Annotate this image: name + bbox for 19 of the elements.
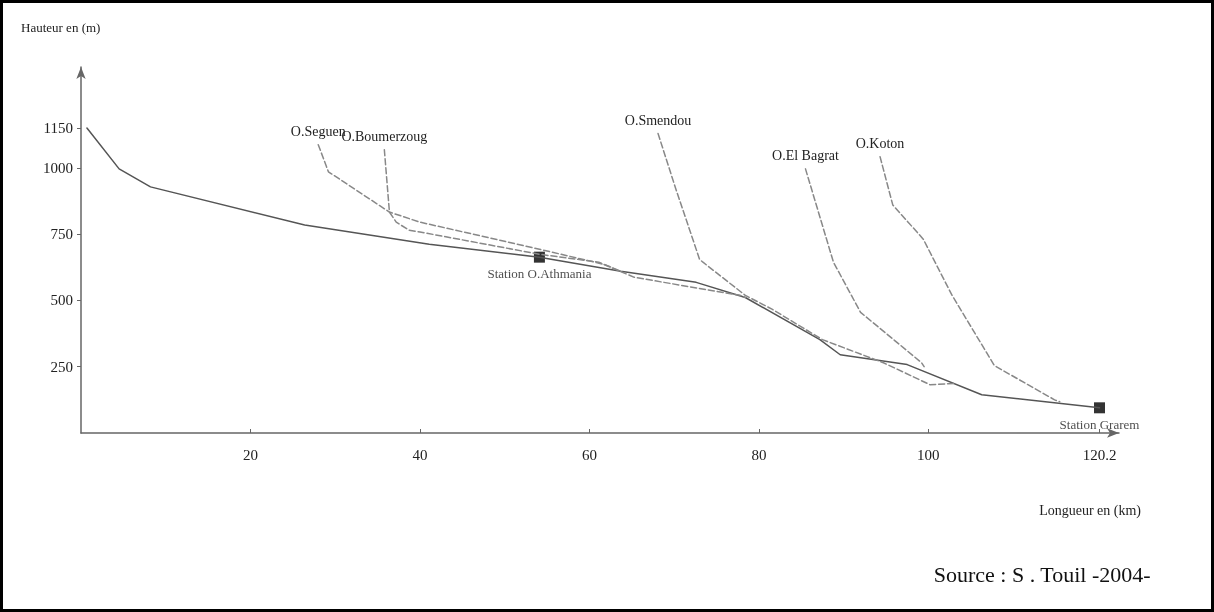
y-tick-label: 250 bbox=[50, 358, 73, 375]
series-label: O.Koton bbox=[855, 136, 905, 152]
y-tick-label: 500 bbox=[50, 292, 73, 309]
source-note: Source : S . Touil -2004- bbox=[933, 561, 1151, 587]
y-tick-label: 750 bbox=[50, 226, 73, 243]
x-tick-label: 120.2 bbox=[1082, 446, 1117, 463]
annotation: Station Grarem bbox=[1059, 416, 1140, 432]
x-tick-label: 20 bbox=[242, 446, 258, 463]
series-label: O.Smendou bbox=[624, 113, 692, 129]
x-tick-label: 80 bbox=[751, 446, 767, 463]
x-tick-label: 40 bbox=[412, 446, 428, 463]
x-tick-label: 60 bbox=[581, 446, 597, 463]
y-axis-title: Hauteur en (m) bbox=[21, 20, 101, 35]
series-label: O.El Bagrat bbox=[772, 148, 840, 164]
x-axis-title: Longueur en (km) bbox=[1039, 502, 1142, 519]
annotation: Station O.Athmania bbox=[487, 266, 592, 282]
y-tick-label: 1150 bbox=[43, 120, 73, 136]
x-tick-label: 100 bbox=[917, 446, 940, 463]
y-tick-label: 1000 bbox=[43, 159, 73, 176]
